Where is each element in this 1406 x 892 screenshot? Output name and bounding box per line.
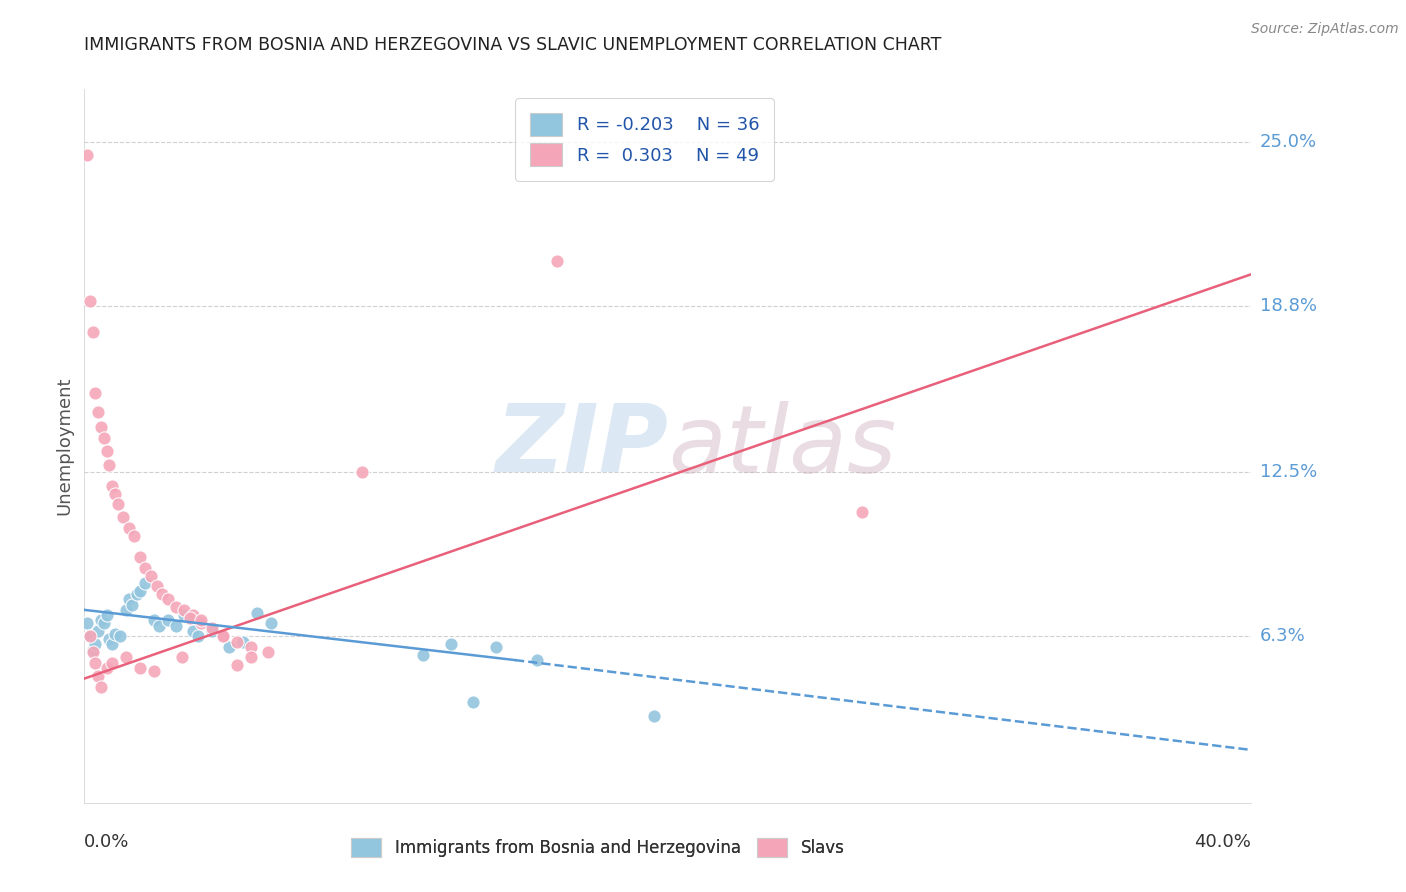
Point [546, 254, 568, 268]
Point [82, 642, 104, 657]
Point [87, 624, 110, 638]
Point [412, 648, 434, 662]
Y-axis label: Unemployment: Unemployment [55, 376, 73, 516]
Point [96, 444, 118, 458]
Point [352, 466, 374, 480]
Point [240, 650, 263, 665]
Point [851, 505, 873, 519]
Point [104, 626, 127, 640]
Point [150, 587, 173, 601]
Point [98, 632, 121, 646]
Point [440, 637, 463, 651]
Text: 6.3%: 6.3% [1260, 627, 1305, 645]
Text: atlas: atlas [668, 401, 896, 491]
Point [148, 618, 170, 632]
Point [96, 608, 118, 623]
Point [142, 664, 165, 678]
Point [240, 640, 263, 654]
Point [101, 656, 124, 670]
Point [134, 560, 156, 574]
Point [165, 600, 187, 615]
Point [170, 650, 193, 665]
Point [101, 637, 124, 651]
Point [226, 658, 249, 673]
Point [201, 624, 224, 638]
Point [139, 568, 162, 582]
Point [84, 386, 107, 401]
Point [201, 621, 224, 635]
Point [82, 645, 104, 659]
Point [87, 669, 110, 683]
Point [256, 645, 278, 659]
Point [181, 608, 204, 623]
Point [112, 510, 135, 524]
Point [87, 404, 110, 418]
Point [90, 420, 112, 434]
Point [165, 618, 187, 632]
Point [84, 656, 107, 670]
Text: 25.0%: 25.0% [1260, 133, 1317, 151]
Point [181, 624, 204, 638]
Point [90, 614, 112, 628]
Point [90, 680, 112, 694]
Point [127, 587, 149, 601]
Point [115, 650, 138, 665]
Point [484, 640, 506, 654]
Point [526, 653, 548, 667]
Point [115, 603, 138, 617]
Text: Source: ZipAtlas.com: Source: ZipAtlas.com [1251, 22, 1399, 37]
Point [93, 616, 115, 631]
Point [212, 629, 235, 643]
Point [179, 611, 201, 625]
Point [643, 708, 665, 723]
Point [118, 521, 141, 535]
Point [173, 603, 195, 617]
Point [232, 634, 254, 648]
Point [107, 497, 129, 511]
Point [145, 579, 167, 593]
Point [129, 661, 152, 675]
Text: 12.5%: 12.5% [1260, 464, 1317, 482]
Point [79, 293, 101, 308]
Point [259, 616, 281, 631]
Legend: Immigrants from Bosnia and Herzegovina, Slavs: Immigrants from Bosnia and Herzegovina, … [343, 830, 853, 866]
Text: 18.8%: 18.8% [1260, 297, 1316, 315]
Point [226, 634, 249, 648]
Point [190, 616, 212, 631]
Point [110, 629, 132, 643]
Point [98, 458, 121, 472]
Point [121, 598, 143, 612]
Point [84, 637, 107, 651]
Point [76, 616, 98, 631]
Point [104, 486, 127, 500]
Point [156, 592, 179, 607]
Point [93, 431, 115, 445]
Point [187, 629, 209, 643]
Point [190, 614, 212, 628]
Point [463, 695, 485, 709]
Point [82, 326, 104, 340]
Point [142, 614, 165, 628]
Point [129, 584, 152, 599]
Point [129, 549, 152, 564]
Text: ZIP: ZIP [495, 400, 668, 492]
Text: 40.0%: 40.0% [1195, 833, 1251, 851]
Point [218, 640, 240, 654]
Point [156, 614, 179, 628]
Point [76, 148, 98, 162]
Text: IMMIGRANTS FROM BOSNIA AND HERZEGOVINA VS SLAVIC UNEMPLOYMENT CORRELATION CHART: IMMIGRANTS FROM BOSNIA AND HERZEGOVINA V… [84, 36, 942, 54]
Point [96, 661, 118, 675]
Point [79, 629, 101, 643]
Point [134, 576, 156, 591]
Point [124, 529, 146, 543]
Point [173, 608, 195, 623]
Point [79, 629, 101, 643]
Point [212, 629, 235, 643]
Text: 0.0%: 0.0% [84, 833, 129, 851]
Point [118, 592, 141, 607]
Point [101, 478, 124, 492]
Point [246, 606, 269, 620]
